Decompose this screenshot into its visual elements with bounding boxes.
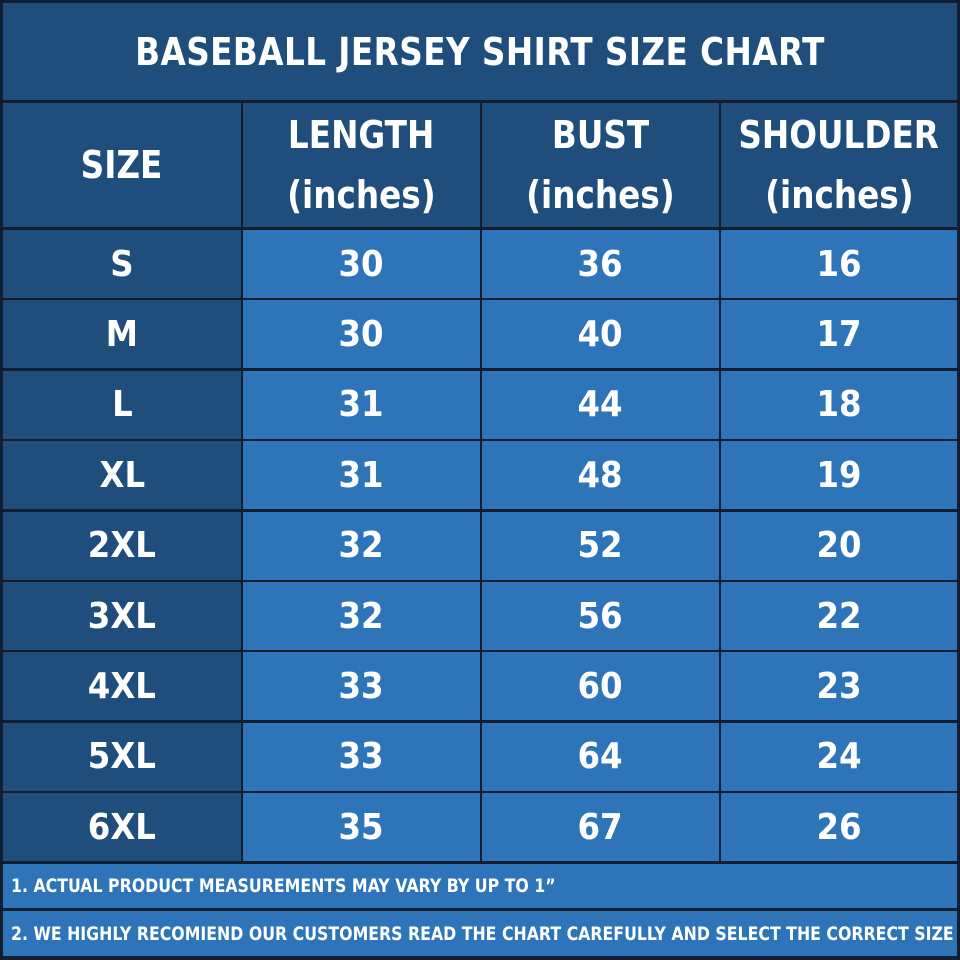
- bust-header: BUST (inches): [482, 103, 719, 227]
- shoulder-value: 26: [816, 806, 862, 848]
- length-value: 33: [338, 665, 385, 707]
- shoulder-value: 22: [816, 595, 862, 637]
- length-value: 32: [338, 525, 385, 567]
- length-cell: 31: [243, 370, 480, 439]
- shoulder-cell: 22: [721, 582, 957, 650]
- bust-value: 60: [577, 665, 624, 707]
- length-value: 33: [338, 736, 385, 778]
- length-cell: 30: [243, 300, 480, 369]
- size-cell: 3XL: [3, 582, 241, 650]
- bust-cell: 40: [482, 300, 719, 369]
- size-value: S: [110, 243, 134, 285]
- bust-cell: 36: [482, 230, 719, 298]
- length-cell: 33: [243, 652, 480, 721]
- size-value: 3XL: [87, 595, 157, 637]
- shoulder-value: 23: [816, 665, 862, 707]
- size-value: 5XL: [87, 736, 157, 778]
- size-cell: L: [3, 370, 241, 439]
- length-value: 35: [338, 806, 385, 848]
- shoulder-cell: 16: [721, 230, 957, 298]
- shoulder-cell: 26: [721, 793, 957, 862]
- bust-value: 48: [577, 454, 624, 496]
- size-value: 2XL: [87, 525, 157, 567]
- size-value: M: [105, 313, 139, 355]
- shoulder-value: 17: [816, 313, 862, 355]
- bust-value: 40: [577, 313, 624, 355]
- size-value: 4XL: [87, 665, 157, 707]
- length-cell: 32: [243, 511, 480, 580]
- length-value: 30: [338, 313, 385, 355]
- bust-header-label: BUST: [551, 113, 650, 157]
- bust-header-unit: (inches): [526, 173, 675, 217]
- size-cell: 2XL: [3, 511, 241, 580]
- length-cell: 31: [243, 441, 480, 510]
- shoulder-value: 16: [816, 243, 862, 285]
- note-select-size: 2. WE HIGHLY RECOMIEND OUR CUSTOMERS REA…: [3, 911, 957, 956]
- bust-cell: 56: [482, 582, 719, 650]
- bust-value: 67: [577, 806, 624, 848]
- size-cell: M: [3, 300, 241, 369]
- shoulder-header: SHOULDER (inches): [721, 103, 957, 227]
- bust-cell: 52: [482, 511, 719, 580]
- bust-cell: 60: [482, 652, 719, 721]
- size-cell: XL: [3, 441, 241, 510]
- bust-cell: 64: [482, 722, 719, 791]
- length-header-label: LENGTH: [288, 113, 435, 157]
- bust-value: 44: [577, 384, 624, 426]
- length-cell: 32: [243, 582, 480, 650]
- note-2-text: 2. WE HIGHLY RECOMIEND OUR CUSTOMERS REA…: [11, 922, 954, 945]
- length-header: LENGTH (inches): [243, 103, 480, 227]
- shoulder-value: 24: [816, 736, 862, 778]
- shoulder-cell: 20: [721, 511, 957, 580]
- size-header-label: SIZE: [81, 143, 163, 187]
- chart-title-text: BASEBALL JERSEY SHIRT SIZE CHART: [135, 29, 825, 74]
- size-cell: 4XL: [3, 652, 241, 721]
- length-value: 31: [338, 454, 385, 496]
- shoulder-header-unit: (inches): [764, 173, 914, 217]
- size-cell: 6XL: [3, 793, 241, 862]
- size-value: 6XL: [87, 806, 157, 848]
- bust-value: 64: [577, 736, 624, 778]
- shoulder-cell: 19: [721, 441, 957, 510]
- length-header-unit: (inches): [287, 173, 436, 217]
- shoulder-value: 19: [816, 454, 862, 496]
- size-value: L: [111, 384, 133, 426]
- bust-value: 56: [577, 595, 624, 637]
- shoulder-header-label: SHOULDER: [738, 113, 940, 157]
- length-cell: 33: [243, 722, 480, 791]
- shoulder-cell: 24: [721, 722, 957, 791]
- bust-cell: 48: [482, 441, 719, 510]
- bust-value: 52: [577, 525, 624, 567]
- size-cell: 5XL: [3, 722, 241, 791]
- length-value: 30: [338, 243, 385, 285]
- length-value: 32: [338, 595, 385, 637]
- shoulder-cell: 23: [721, 652, 957, 721]
- bust-cell: 44: [482, 370, 719, 439]
- bust-cell: 67: [482, 793, 719, 862]
- bust-value: 36: [577, 243, 624, 285]
- shoulder-cell: 17: [721, 300, 957, 369]
- shoulder-value: 18: [816, 384, 862, 426]
- shoulder-value: 20: [816, 525, 862, 567]
- chart-title: BASEBALL JERSEY SHIRT SIZE CHART: [3, 3, 957, 100]
- length-cell: 35: [243, 793, 480, 862]
- size-value: XL: [99, 454, 145, 496]
- size-cell: S: [3, 230, 241, 298]
- note-measurement-variance: 1. ACTUAL PRODUCT MEASUREMENTS MAY VARY …: [3, 864, 957, 908]
- note-1-text: 1. ACTUAL PRODUCT MEASUREMENTS MAY VARY …: [11, 875, 556, 897]
- shoulder-cell: 18: [721, 370, 957, 439]
- length-value: 31: [338, 384, 385, 426]
- length-cell: 30: [243, 230, 480, 298]
- size-header: SIZE: [3, 103, 241, 227]
